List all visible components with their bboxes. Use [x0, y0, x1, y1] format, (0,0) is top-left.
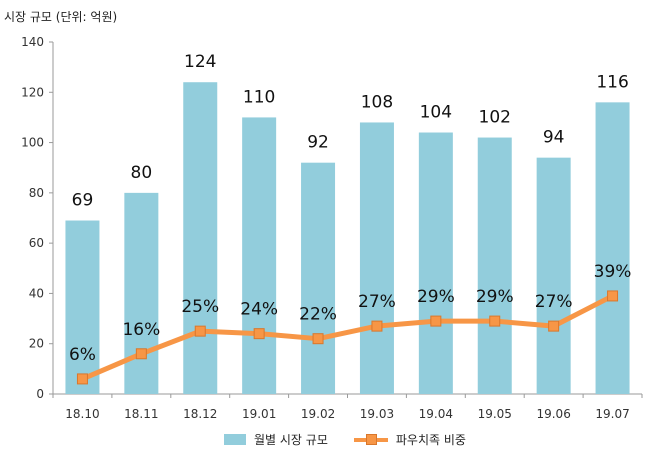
bar-value-label: 108 — [361, 92, 393, 112]
bar — [595, 102, 630, 394]
line-value-label: 6% — [69, 345, 96, 365]
line-value-label: 16% — [122, 320, 160, 340]
bar — [301, 162, 336, 394]
bar-value-label: 124 — [184, 52, 216, 72]
line-value-label: 24% — [240, 300, 278, 320]
y-tick-label: 100 — [21, 136, 44, 150]
bar-value-label: 116 — [596, 72, 628, 92]
line-marker — [76, 373, 88, 385]
legend-line-swatch — [353, 433, 388, 445]
line-marker — [430, 315, 442, 327]
line-marker — [548, 320, 560, 332]
line-value-label: 25% — [181, 297, 219, 317]
bar-value-label: 80 — [131, 163, 153, 183]
line-marker — [253, 328, 265, 340]
bar-value-label: 110 — [243, 87, 275, 107]
line-marker — [135, 348, 147, 360]
x-tick-label: 19.02 — [301, 407, 335, 421]
y-tick-label: 0 — [36, 387, 44, 401]
bar-value-label: 102 — [479, 108, 511, 128]
bar — [183, 82, 218, 394]
legend-square-marker-icon — [365, 434, 377, 445]
line-value-label: 27% — [535, 292, 573, 312]
y-tick-label: 120 — [21, 85, 44, 99]
y-tick-label: 80 — [29, 186, 44, 200]
line-path — [79, 293, 616, 382]
line-value-label: 29% — [417, 287, 455, 307]
legend: 월별 시장 규모 파우치족 비중 — [224, 430, 466, 448]
bar — [418, 132, 453, 394]
bar — [536, 157, 571, 394]
legend-bar-label: 월별 시장 규모 — [254, 432, 328, 447]
x-tick-label: 18.12 — [183, 407, 217, 421]
line-marker — [371, 320, 383, 332]
line-marker — [194, 325, 206, 337]
line-value-label: 39% — [594, 262, 632, 282]
x-tick-label: 19.05 — [478, 407, 512, 421]
y-tick-label: 20 — [29, 337, 44, 351]
bar — [242, 117, 277, 394]
line-marker — [312, 333, 324, 345]
y-tick-label: 140 — [21, 35, 44, 49]
bar-series — [65, 82, 630, 395]
chart-title: 시장 규모 (단위: 억원) — [4, 10, 118, 24]
legend-bar-swatch — [224, 433, 246, 445]
line-value-label: 29% — [476, 287, 514, 307]
bar — [477, 137, 512, 395]
bar-value-label: 94 — [543, 128, 565, 148]
data-labels: 69 80 124 110 92 108 104 102 94 116 6% 16% 25% 24% 22%… — [69, 52, 631, 365]
bar — [124, 192, 159, 394]
line-value-label: 22% — [299, 305, 337, 325]
x-tick-label: 19.04 — [419, 407, 453, 421]
y-tick-label: 40 — [29, 286, 44, 300]
x-tick-label: 19.03 — [360, 407, 394, 421]
line-value-label: 27% — [358, 292, 396, 312]
line-marker — [489, 315, 501, 327]
legend-line-label: 파우치족 비중 — [395, 432, 466, 447]
x-tick-label: 19.07 — [595, 407, 629, 421]
x-tick-label: 18.10 — [65, 407, 99, 421]
bar-value-label: 104 — [420, 103, 452, 123]
axes: 0 20 40 60 80 100 120 140 18.10 18.11 18.12 19.01 19… — [21, 35, 643, 421]
bar — [359, 122, 394, 394]
line-marker — [607, 290, 619, 302]
bar-value-label: 92 — [307, 133, 329, 153]
x-tick-label: 18.11 — [124, 407, 158, 421]
y-tick-label: 60 — [29, 236, 44, 250]
bar-value-label: 69 — [72, 191, 94, 211]
x-tick-label: 19.01 — [242, 407, 276, 421]
line-series — [76, 290, 619, 385]
bar — [65, 220, 100, 394]
x-tick-label: 19.06 — [536, 407, 570, 421]
